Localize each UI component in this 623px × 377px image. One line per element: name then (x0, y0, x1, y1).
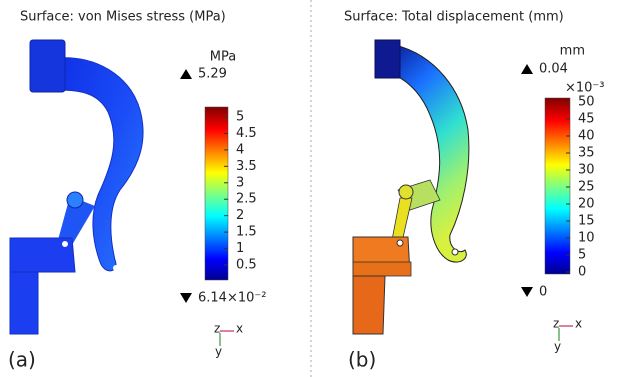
colorbar-tick-label: 15 (578, 214, 595, 229)
min-marker (521, 287, 533, 297)
bracket (375, 40, 400, 78)
colorbar-ticks: 0 5 10 15 20 25 30 35 40 45 50 (566, 95, 595, 280)
colorbar-tick-label: 3 (236, 175, 244, 190)
pin (399, 185, 413, 199)
scale-label: ×10⁻³ (565, 81, 605, 96)
colorbar-tick-label: 1 (236, 241, 244, 256)
axis-y: y (215, 345, 222, 359)
max-label: 5.29 (198, 67, 227, 82)
colorbar-tick-label: 20 (578, 197, 595, 212)
hole (113, 265, 119, 271)
colorbar-tick-label: 2.5 (236, 192, 257, 207)
hole (397, 240, 403, 246)
colorbar-tick-label: 45 (578, 112, 595, 127)
max-label: 0.04 (539, 62, 568, 77)
colorbar-tick-label: 0.5 (236, 258, 257, 273)
block-band (353, 262, 411, 276)
axis-x: x (575, 317, 582, 331)
colorbar-tick-label: 30 (578, 163, 595, 178)
axes-triad: z x y (214, 322, 243, 359)
axis-z: z (214, 322, 220, 336)
figure: Surface: von Mises stress (MPa) MPa 5.29… (0, 0, 623, 377)
colorbar (545, 98, 570, 274)
colorbar-tick-label: 25 (578, 180, 595, 195)
max-marker (521, 64, 533, 74)
bracket (30, 40, 65, 92)
colorbar-tick-label: 5 (578, 248, 586, 263)
max-marker (180, 69, 192, 79)
unit: MPa (210, 50, 236, 65)
colorbar-tick-label: 35 (578, 146, 595, 161)
unit: mm (560, 44, 585, 59)
colorbar-tick-label: 50 (578, 95, 595, 110)
panel-title: Surface: Total displacement (mm) (344, 10, 564, 25)
hole (62, 241, 68, 247)
panel-label: (a) (8, 348, 36, 372)
colorbar-tick-label: 5 (236, 110, 244, 125)
colorbar-tick-label: 1.5 (236, 225, 257, 240)
panel-label: (b) (348, 348, 376, 372)
colorbar-tick-label: 4 (236, 142, 244, 157)
min-label: 0 (539, 285, 547, 300)
axis-x: x (236, 322, 243, 336)
axis-y: y (554, 340, 561, 354)
colorbar-tick-label: 0 (578, 265, 586, 280)
arm (395, 45, 469, 262)
colorbar-tick-label: 40 (578, 129, 595, 144)
colorbar-tick-label: 3.5 (236, 159, 257, 174)
pin (67, 192, 83, 208)
colorbar-tick-label: 2 (236, 208, 244, 223)
min-label: 6.14×10⁻² (198, 291, 266, 306)
block-leg (10, 272, 38, 334)
panel-a: Surface: von Mises stress (MPa) MPa 5.29… (8, 10, 266, 372)
hole (452, 249, 458, 255)
panel-b: Surface: Total displacement (mm) mm 0.04… (344, 10, 605, 372)
panel-title: Surface: von Mises stress (MPa) (20, 10, 226, 25)
colorbar-ticks: 0.5 11.5 22.5 33.5 44.55 (224, 110, 257, 273)
block-leg (353, 276, 385, 334)
min-marker (180, 293, 192, 303)
colorbar-tick-label: 10 (578, 231, 595, 246)
rod (392, 198, 412, 242)
axes-triad: z x y (553, 317, 582, 354)
colorbar-tick-label: 4.5 (236, 126, 257, 141)
axis-z: z (553, 317, 559, 331)
